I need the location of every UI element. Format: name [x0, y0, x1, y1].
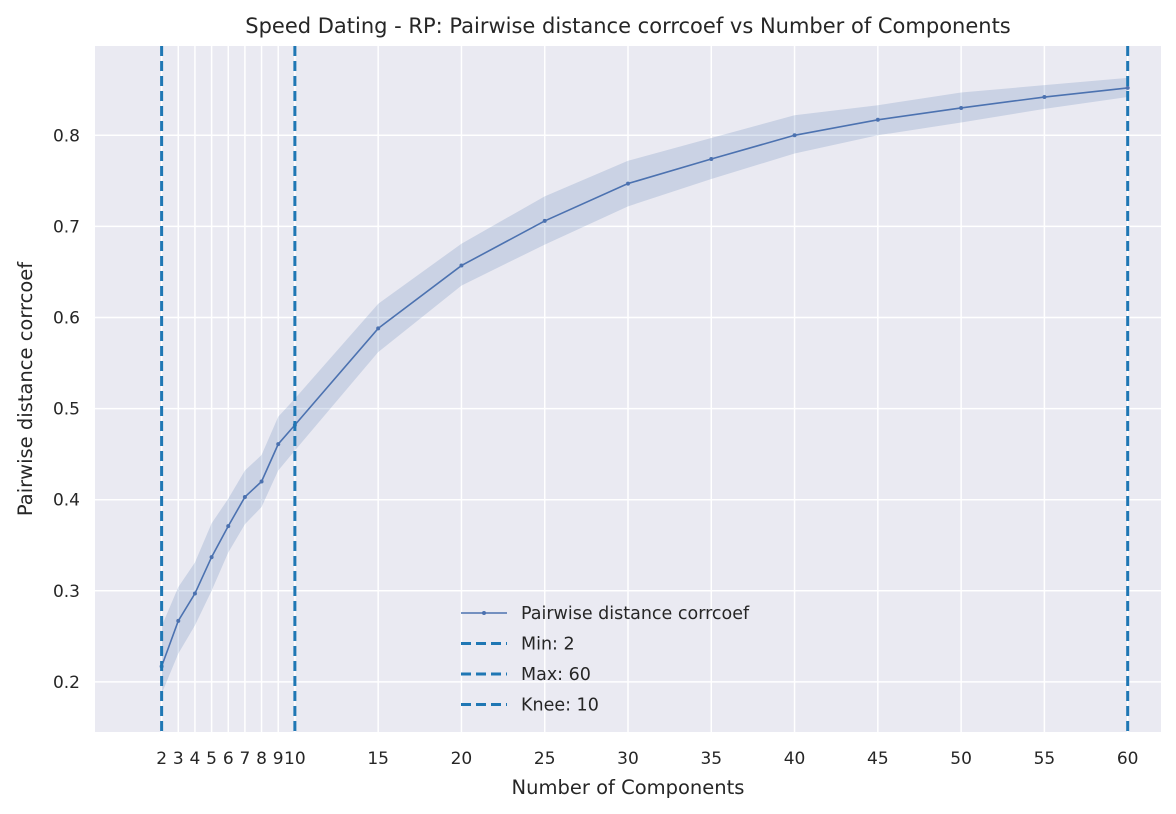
x-axis-ticks: 2 3 4 5 6 7 8 9 10 15 20 25 30 35 40 45 50 55 60 — [156, 749, 1138, 769]
legend-item: Knee: 10 — [461, 696, 599, 716]
legend-label: Min: 2 — [521, 635, 575, 655]
data-point — [459, 263, 464, 268]
legend-item: Max: 60 — [461, 665, 591, 685]
legend-label: Knee: 10 — [521, 696, 599, 716]
data-point — [1125, 85, 1130, 90]
data-point — [1042, 95, 1047, 100]
reference-lines — [160, 46, 1130, 732]
x-axis-title: Number of Components — [512, 776, 745, 799]
x-tick-label: 55 — [1034, 749, 1056, 769]
x-tick-label: 3 — [173, 749, 184, 769]
data-point — [709, 156, 714, 161]
legend-marker — [482, 611, 486, 615]
data-point — [176, 618, 181, 623]
y-tick-label: 0.7 — [53, 217, 80, 237]
y-tick-label: 0.2 — [53, 673, 80, 693]
y-tick-label: 0.8 — [53, 126, 80, 146]
legend-label: Max: 60 — [521, 665, 591, 685]
y-tick-label: 0.4 — [53, 491, 80, 511]
x-tick-label: 7 — [239, 749, 250, 769]
x-tick-label: 45 — [867, 749, 889, 769]
x-tick-label: 15 — [367, 749, 389, 769]
data-point — [192, 591, 197, 596]
data-point — [242, 494, 247, 499]
legend: Pairwise distance corrcoef Min: 2 Max: 60 K… — [461, 604, 750, 716]
x-tick-label: 50 — [950, 749, 972, 769]
y-axis-title: Pairwise distance corrcoef — [14, 261, 37, 516]
data-point — [959, 105, 964, 110]
x-tick-label: 40 — [784, 749, 806, 769]
data-point — [542, 218, 547, 223]
x-tick-label: 25 — [534, 749, 556, 769]
x-tick-label: 60 — [1117, 749, 1139, 769]
x-tick-label: 20 — [451, 749, 473, 769]
x-tick-label: 10 — [284, 749, 306, 769]
data-point — [276, 442, 281, 447]
legend-label: Pairwise distance corrcoef — [521, 604, 750, 624]
data-point — [209, 555, 214, 560]
x-tick-label: 30 — [617, 749, 639, 769]
x-tick-label: 9 — [273, 749, 284, 769]
data-point — [226, 524, 231, 529]
legend-item: Pairwise distance corrcoef — [461, 604, 750, 624]
x-tick-label: 5 — [206, 749, 217, 769]
x-tick-label: 8 — [256, 749, 267, 769]
x-tick-label: 35 — [700, 749, 722, 769]
y-axis-ticks: 0.2 0.3 0.4 0.5 0.6 0.7 0.8 — [53, 126, 80, 693]
data-point — [626, 181, 630, 186]
y-tick-label: 0.5 — [53, 400, 80, 420]
data-point — [376, 326, 381, 331]
y-tick-label: 0.6 — [53, 308, 80, 328]
legend-item: Min: 2 — [461, 635, 575, 655]
data-point — [259, 479, 264, 484]
y-tick-label: 0.3 — [53, 582, 80, 602]
chart-title: Speed Dating - RP: Pairwise distance cor… — [245, 14, 1011, 38]
data-point — [875, 117, 880, 122]
x-tick-label: 2 — [156, 749, 167, 769]
x-tick-label: 4 — [190, 749, 201, 769]
data-point — [792, 133, 797, 138]
x-tick-label: 6 — [223, 749, 234, 769]
